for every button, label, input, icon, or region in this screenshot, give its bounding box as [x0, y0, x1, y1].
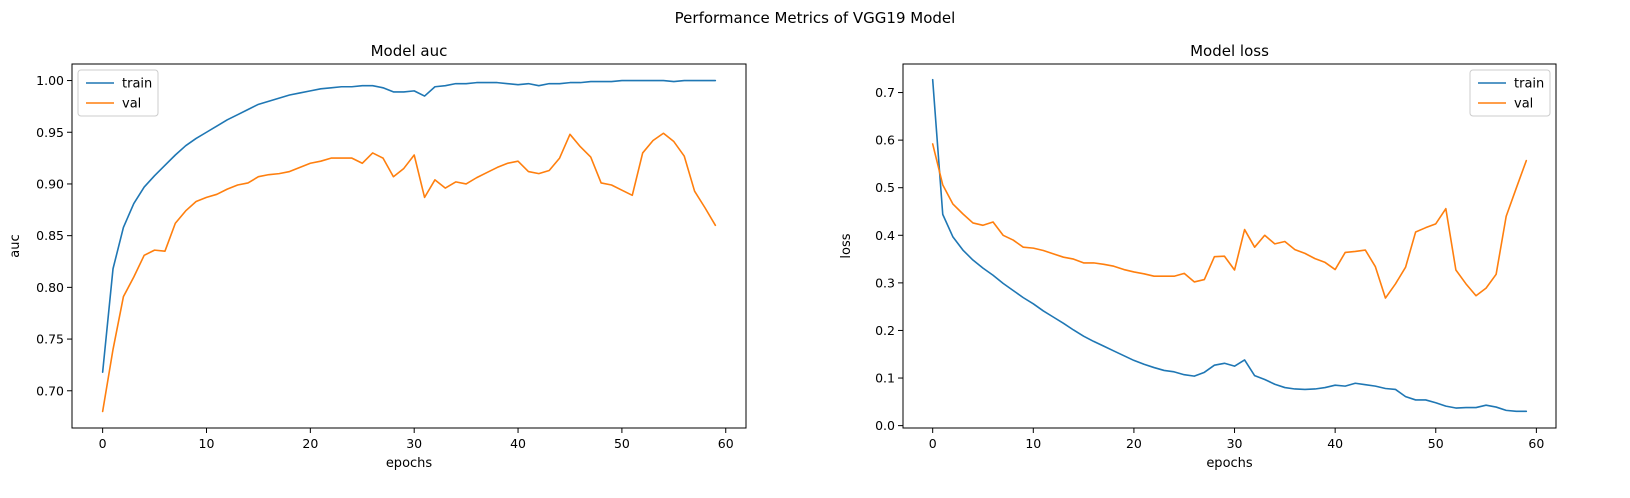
loss-legend-box	[1469, 69, 1551, 117]
loss-y-tick-label: 0.2	[875, 323, 895, 338]
auc-legend-train-label: train	[122, 77, 152, 92]
auc-x-axis-label: epochs	[386, 456, 433, 471]
auc-y-tick-label: 1.00	[36, 73, 64, 88]
auc-y-axis-label: auc	[8, 234, 23, 257]
auc-x-tick-label: 30	[406, 436, 422, 451]
figure-title: Performance Metrics of VGG19 Model	[675, 9, 956, 27]
auc-val-line	[101, 132, 717, 413]
loss-val-line	[931, 143, 1528, 299]
loss-plot-title: Model loss	[1190, 42, 1269, 60]
loss-x-tick-label: 40	[1327, 436, 1343, 451]
loss-x-tick-label: 50	[1428, 436, 1444, 451]
auc-legend-box	[77, 69, 159, 117]
loss-legend-train-label: train	[1514, 77, 1544, 92]
loss-y-tick-label: 0.1	[875, 371, 895, 386]
auc-x-tick-label: 10	[199, 436, 215, 451]
loss-axes-frame	[902, 63, 1557, 429]
auc-x-tick-label: 40	[510, 436, 526, 451]
loss-x-tick-label: 0	[929, 436, 937, 451]
loss-plot: Model loss 0 10 20 30 40 50 60 0.0 0.1 0.2 0.3 0.4 0.…	[839, 42, 1557, 471]
auc-plot: Model auc 0 10 20 30 40 50 60 0.70 0.75 0.80 0.85 0.…	[8, 42, 747, 471]
auc-y-tick-label: 0.80	[36, 280, 64, 295]
loss-x-axis-label: epochs	[1206, 456, 1253, 471]
loss-y-tick-label: 0.5	[875, 180, 895, 195]
loss-y-tick-label: 0.4	[875, 228, 895, 243]
loss-train-line	[931, 78, 1528, 413]
loss-y-tick-label: 0.3	[875, 275, 895, 290]
auc-legend: train val	[77, 69, 159, 117]
auc-y-tick-label: 0.85	[36, 228, 64, 243]
auc-plot-title: Model auc	[371, 42, 448, 60]
auc-axes-frame	[71, 63, 747, 429]
loss-x-tick-label: 60	[1528, 436, 1544, 451]
auc-y-tick-label: 0.75	[36, 332, 64, 347]
auc-x-tick-label: 50	[614, 436, 630, 451]
loss-x-tick-label: 20	[1126, 436, 1142, 451]
auc-x-tick-label: 0	[99, 436, 107, 451]
auc-train-points	[103, 80, 716, 372]
loss-y-axis-label: loss	[839, 233, 854, 258]
auc-legend-val-label: val	[122, 97, 141, 112]
auc-val-points	[103, 133, 716, 411]
auc-x-tick-label: 60	[718, 436, 734, 451]
auc-y-tick-label: 0.95	[36, 125, 64, 140]
loss-y-tick-label: 0.0	[875, 418, 895, 433]
auc-y-tick-label: 0.90	[36, 176, 64, 191]
auc-y-tick-label: 0.70	[36, 383, 64, 398]
loss-legend: train val	[1469, 69, 1551, 117]
loss-x-tick-label: 10	[1025, 436, 1041, 451]
auc-x-tick-label: 20	[302, 436, 318, 451]
loss-y-tick-label: 0.7	[875, 85, 895, 100]
loss-y-tick-label: 0.6	[875, 133, 895, 148]
loss-x-tick-label: 30	[1227, 436, 1243, 451]
auc-train-line	[101, 79, 717, 373]
loss-legend-val-label: val	[1514, 97, 1533, 112]
